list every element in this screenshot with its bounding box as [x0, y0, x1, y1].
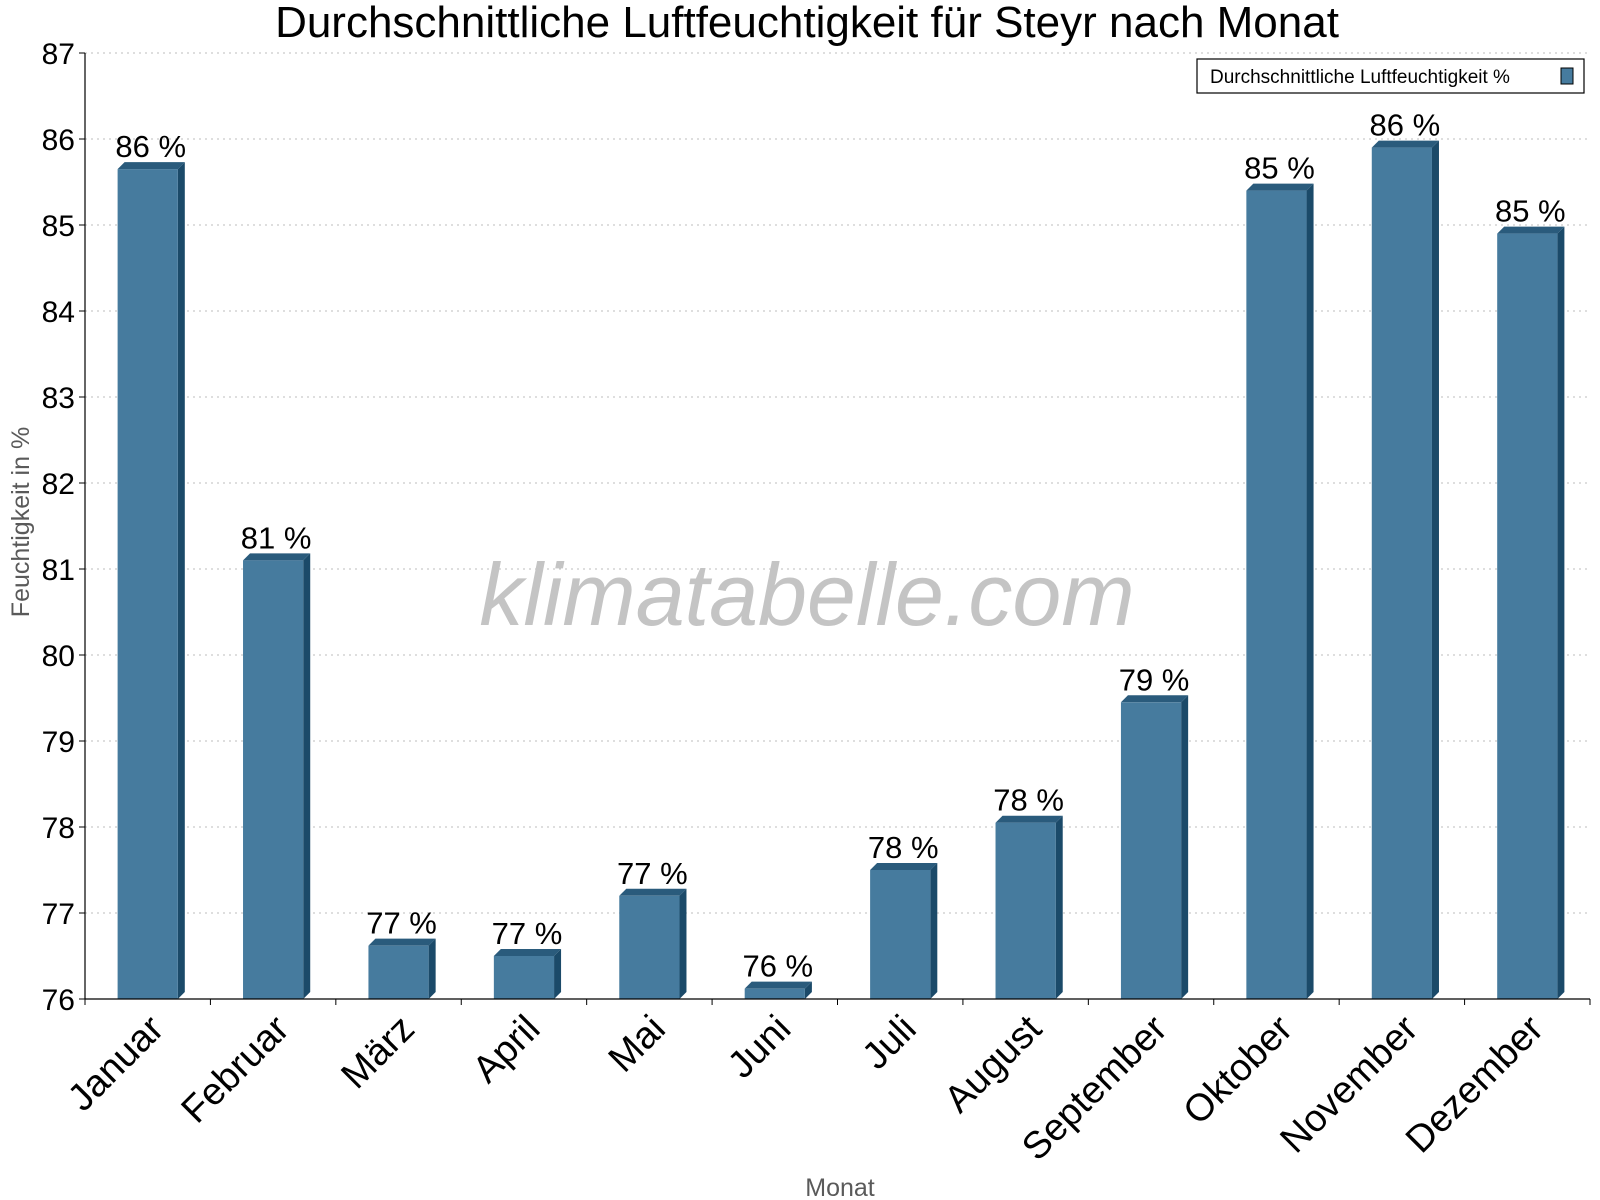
- bar: [368, 938, 436, 999]
- x-tick-label: März: [333, 1008, 422, 1097]
- data-label: 78 %: [993, 783, 1064, 818]
- bar: [243, 553, 311, 999]
- bar-face: [368, 945, 429, 999]
- y-axis-title: Feuchtigkeit in %: [7, 427, 35, 617]
- bar-face: [1371, 147, 1432, 1000]
- x-tick-labels: Januar Februar März April Mai Juni Juli AugustS…: [60, 1007, 1552, 1168]
- bar-side: [1557, 226, 1565, 1000]
- bar-side: [303, 553, 311, 999]
- bar-top: [619, 888, 687, 896]
- bar: [117, 162, 185, 1000]
- x-tick-label: April: [465, 1008, 548, 1091]
- data-label: 85 %: [1244, 151, 1315, 186]
- y-tick-label: 81: [42, 554, 75, 587]
- data-label: 86 %: [115, 129, 186, 164]
- bar-side: [804, 981, 812, 999]
- x-tick-label: Juni: [720, 1008, 799, 1087]
- x-tick-label: Februar: [174, 1007, 298, 1131]
- bar-face: [1120, 702, 1182, 999]
- data-label: 86 %: [1370, 108, 1441, 143]
- bar-face: [744, 988, 805, 999]
- bar: [493, 949, 562, 999]
- x-tick-label: Dezember: [1398, 1007, 1552, 1161]
- legend-label: Durchschnittliche Luftfeuchtigkeit %: [1210, 67, 1510, 88]
- bar: [744, 981, 812, 999]
- watermark: klimatabelle.com: [479, 545, 1134, 644]
- bar: [619, 888, 687, 999]
- bar: [1497, 226, 1565, 1000]
- bar-face: [493, 956, 555, 999]
- x-tick-label: Januar: [60, 1007, 172, 1119]
- chart-title: Durchschnittliche Luftfeuchtigkeit für S…: [275, 0, 1339, 47]
- bar: [1371, 140, 1439, 1000]
- bar-side: [1181, 695, 1189, 999]
- y-tick-label: 86: [42, 124, 75, 157]
- data-labels: 86 % 81 % 77 % 77 % 77 % 76 % 78 % 78 % 79 % 85 %…: [115, 108, 1565, 984]
- bar-face: [1246, 190, 1307, 1000]
- y-tick-label: 84: [42, 296, 75, 329]
- y-tick-labels: 76 77 78 79 80 81 82 83 84 85 86 87: [42, 38, 75, 1017]
- bar: [995, 815, 1063, 999]
- bar: [1246, 183, 1314, 1000]
- y-tick-label: 77: [42, 898, 75, 931]
- bar-top: [493, 949, 562, 956]
- y-tick-label: 78: [42, 812, 75, 845]
- bar-face: [243, 560, 304, 999]
- bar-top: [1120, 695, 1189, 703]
- data-label: 77 %: [617, 856, 688, 891]
- bar-face: [619, 895, 680, 999]
- bar-face: [995, 822, 1056, 999]
- bar-top: [995, 815, 1063, 823]
- axes: [79, 52, 1591, 1005]
- bar-top: [117, 162, 185, 170]
- bar: [870, 863, 938, 999]
- gridlines: [85, 52, 1590, 914]
- data-label: 85 %: [1495, 194, 1566, 229]
- bar-top: [1497, 226, 1565, 234]
- bar-side: [1306, 183, 1314, 1000]
- bar-top: [368, 938, 436, 946]
- y-tick-label: 85: [42, 210, 75, 243]
- bar-side: [177, 162, 185, 1000]
- x-tick-label: Juli: [855, 1008, 925, 1078]
- bar-face: [117, 169, 178, 1000]
- x-tick-label: August: [937, 1007, 1051, 1121]
- y-tick-label: 76: [42, 984, 75, 1017]
- y-tick-label: 87: [42, 38, 75, 71]
- bar-top: [1371, 140, 1439, 148]
- bar-top: [243, 553, 311, 561]
- bar-side: [1055, 815, 1063, 999]
- y-tick-label: 82: [42, 468, 75, 501]
- bar-side: [554, 949, 562, 999]
- data-label: 79 %: [1119, 662, 1190, 697]
- x-tick-label: Oktober: [1176, 1007, 1302, 1133]
- x-tick-label: Mai: [601, 1008, 674, 1081]
- legend: Durchschnittliche Luftfeuchtigkeit %: [1196, 58, 1585, 94]
- bars: [117, 140, 1565, 1000]
- bar-top: [744, 981, 812, 989]
- legend-box: [1196, 58, 1585, 94]
- bar-top: [870, 863, 938, 870]
- legend-swatch: [1560, 67, 1574, 85]
- y-tick-label: 83: [42, 382, 75, 415]
- bar-face: [870, 870, 931, 999]
- bar-side: [930, 863, 938, 999]
- data-label: 76 %: [742, 949, 813, 984]
- x-axis-title: Monat: [805, 1174, 875, 1200]
- y-tick-label: 79: [42, 726, 75, 759]
- data-label: 81 %: [241, 520, 312, 555]
- bar-top: [1246, 183, 1314, 191]
- bar-side: [428, 938, 436, 999]
- bar-side: [679, 888, 687, 999]
- data-label: 78 %: [868, 830, 939, 865]
- bar-face: [1497, 233, 1558, 1000]
- data-label: 77 %: [492, 916, 563, 951]
- y-tick-label: 80: [42, 640, 75, 673]
- data-label: 77 %: [366, 906, 437, 941]
- bar: [1120, 695, 1189, 999]
- bar-side: [1431, 140, 1439, 1000]
